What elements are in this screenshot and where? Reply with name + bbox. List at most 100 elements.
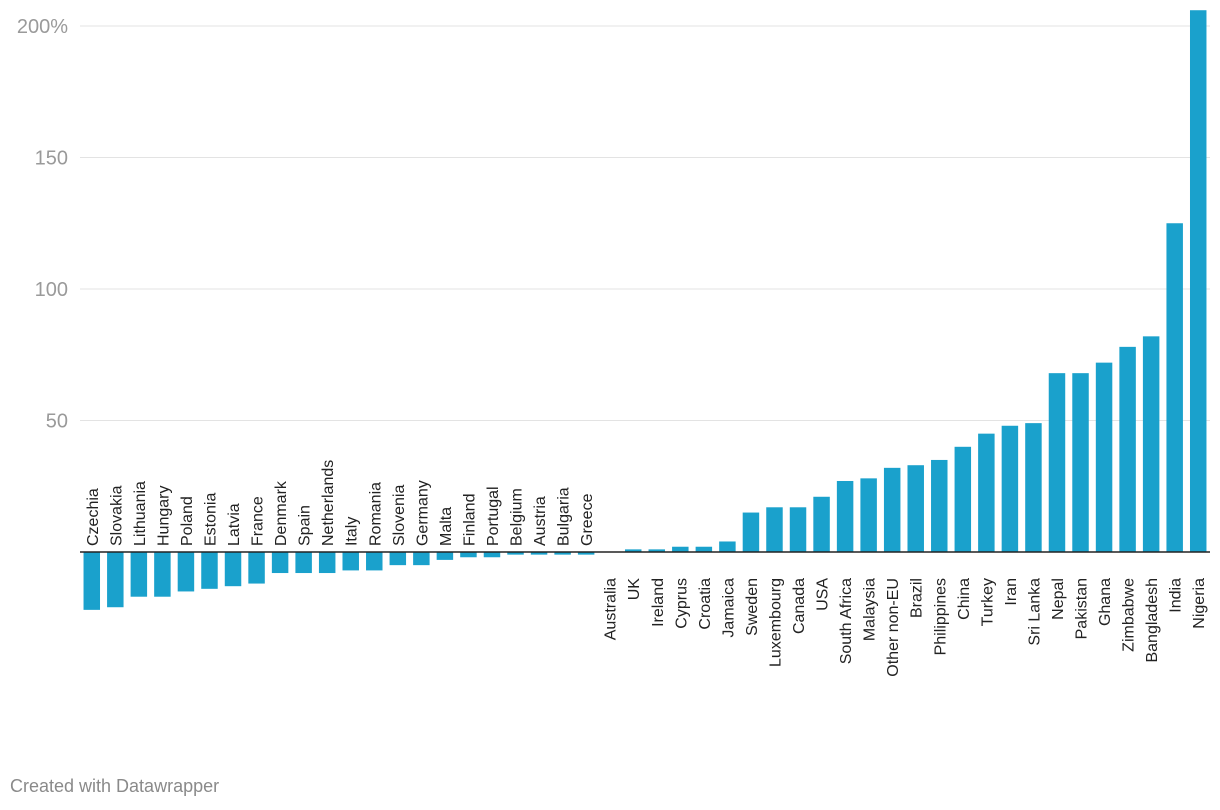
y-axis-tick-labels: 50 100 150 200%	[17, 16, 68, 433]
category-label: Greece	[579, 493, 596, 546]
bar-cyprus	[672, 546, 689, 552]
category-label: Finland	[461, 494, 478, 546]
y-tick-label: 200%	[17, 16, 68, 38]
category-label: Pakistan	[1074, 578, 1091, 639]
bar-malaysia	[860, 478, 877, 552]
category-label: Latvia	[226, 503, 243, 546]
bar-usa	[813, 496, 830, 552]
category-label: Ireland	[650, 578, 667, 627]
category-label: Netherlands	[320, 460, 337, 546]
category-label: Croatia	[697, 578, 714, 630]
bar-germany	[413, 552, 430, 566]
bar-romania	[366, 552, 383, 571]
category-label: Luxembourg	[767, 578, 784, 667]
category-label: Zimbabwe	[1121, 578, 1138, 652]
y-tick-label: 50	[46, 411, 68, 433]
category-label: South Africa	[838, 578, 855, 664]
bar-hungary	[154, 552, 171, 597]
bar-austria	[530, 552, 548, 555]
bar-bulgaria	[554, 552, 571, 555]
category-label: Canada	[791, 578, 808, 634]
category-label: Bulgaria	[556, 487, 573, 546]
bar-poland	[177, 552, 195, 592]
gridlines	[80, 25, 1210, 421]
bar-nepal	[1048, 373, 1066, 552]
bar-jamaica	[719, 541, 736, 552]
category-label: Iran	[1003, 578, 1020, 606]
category-label: Germany	[414, 480, 431, 546]
category-label: Cyprus	[673, 578, 690, 629]
category-label: Portugal	[485, 486, 502, 546]
bar-chart: 50 100 150 200% Czechia Slovakia Lithuania Hun…	[17, 10, 1210, 677]
bar-finland	[460, 552, 477, 558]
bar-spain	[295, 552, 312, 574]
bar-croatia	[695, 546, 713, 552]
bar-bangladesh	[1142, 336, 1160, 552]
bar-sri-lanka	[1025, 423, 1042, 552]
bar-nigeria	[1189, 10, 1207, 553]
category-label: Other non-EU	[885, 578, 902, 677]
category-labels: Czechia Slovakia Lithuania Hungary Poland Est…	[85, 460, 1208, 677]
category-label: Austria	[532, 496, 549, 546]
category-label: France	[250, 496, 267, 546]
y-tick-label: 150	[35, 148, 68, 170]
bar-estonia	[201, 552, 218, 589]
category-label: Denmark	[273, 480, 290, 546]
y-tick-label: 100	[35, 279, 68, 301]
category-label: USA	[815, 578, 832, 611]
bar-france	[248, 552, 265, 584]
bar-south-africa	[836, 480, 854, 552]
bar-iran	[1001, 425, 1019, 552]
category-label: Lithuania	[132, 481, 149, 546]
category-label: Brazil	[909, 578, 926, 618]
bar-czechia	[83, 552, 101, 610]
category-label: UK	[626, 578, 643, 601]
category-label: Poland	[179, 496, 196, 546]
category-label: Estonia	[202, 493, 219, 546]
bar-philippines	[931, 459, 948, 552]
bar-canada	[789, 507, 807, 552]
bar-pakistan	[1072, 373, 1089, 552]
bar-netherlands	[318, 552, 336, 574]
bar-portugal	[483, 552, 501, 558]
category-label: Romania	[367, 482, 384, 546]
category-label: China	[956, 578, 973, 620]
bar-zimbabwe	[1119, 346, 1136, 552]
category-label: Philippines	[932, 578, 949, 655]
bar-malta	[436, 552, 454, 560]
category-label: Czechia	[85, 488, 102, 546]
category-label: Italy	[344, 517, 361, 546]
bar-uk	[624, 549, 642, 552]
bar-italy	[342, 552, 359, 571]
bars	[83, 10, 1207, 610]
bar-slovenia	[389, 552, 407, 566]
bar-denmark	[271, 552, 289, 574]
bar-lithuania	[130, 552, 148, 597]
category-label: Ghana	[1097, 578, 1114, 626]
bar-ireland	[648, 549, 666, 552]
bar-belgium	[507, 552, 524, 555]
category-label: Malaysia	[862, 578, 879, 641]
bar-sweden	[742, 512, 760, 552]
bar-other-non-eu	[883, 467, 901, 552]
category-label: Spain	[297, 505, 314, 546]
footer-credit: Created with Datawrapper	[10, 776, 220, 796]
category-label: Slovakia	[108, 485, 125, 546]
category-label: Bangladesh	[1144, 578, 1161, 663]
bar-turkey	[978, 433, 995, 552]
category-label: India	[1168, 578, 1185, 613]
category-label: Jamaica	[720, 578, 737, 638]
category-label: Malta	[438, 507, 455, 546]
category-label: Nepal	[1050, 578, 1067, 620]
category-label: Belgium	[509, 488, 526, 546]
bar-china	[954, 446, 972, 552]
bar-brazil	[907, 465, 924, 552]
category-label: Nigeria	[1191, 578, 1208, 629]
category-label: Australia	[603, 578, 620, 640]
bar-ghana	[1095, 362, 1113, 552]
category-label: Slovenia	[391, 485, 408, 546]
bar-slovakia	[107, 552, 124, 608]
bar-luxembourg	[766, 507, 783, 552]
category-label: Sri Lanka	[1026, 578, 1043, 646]
category-label: Turkey	[979, 578, 996, 626]
